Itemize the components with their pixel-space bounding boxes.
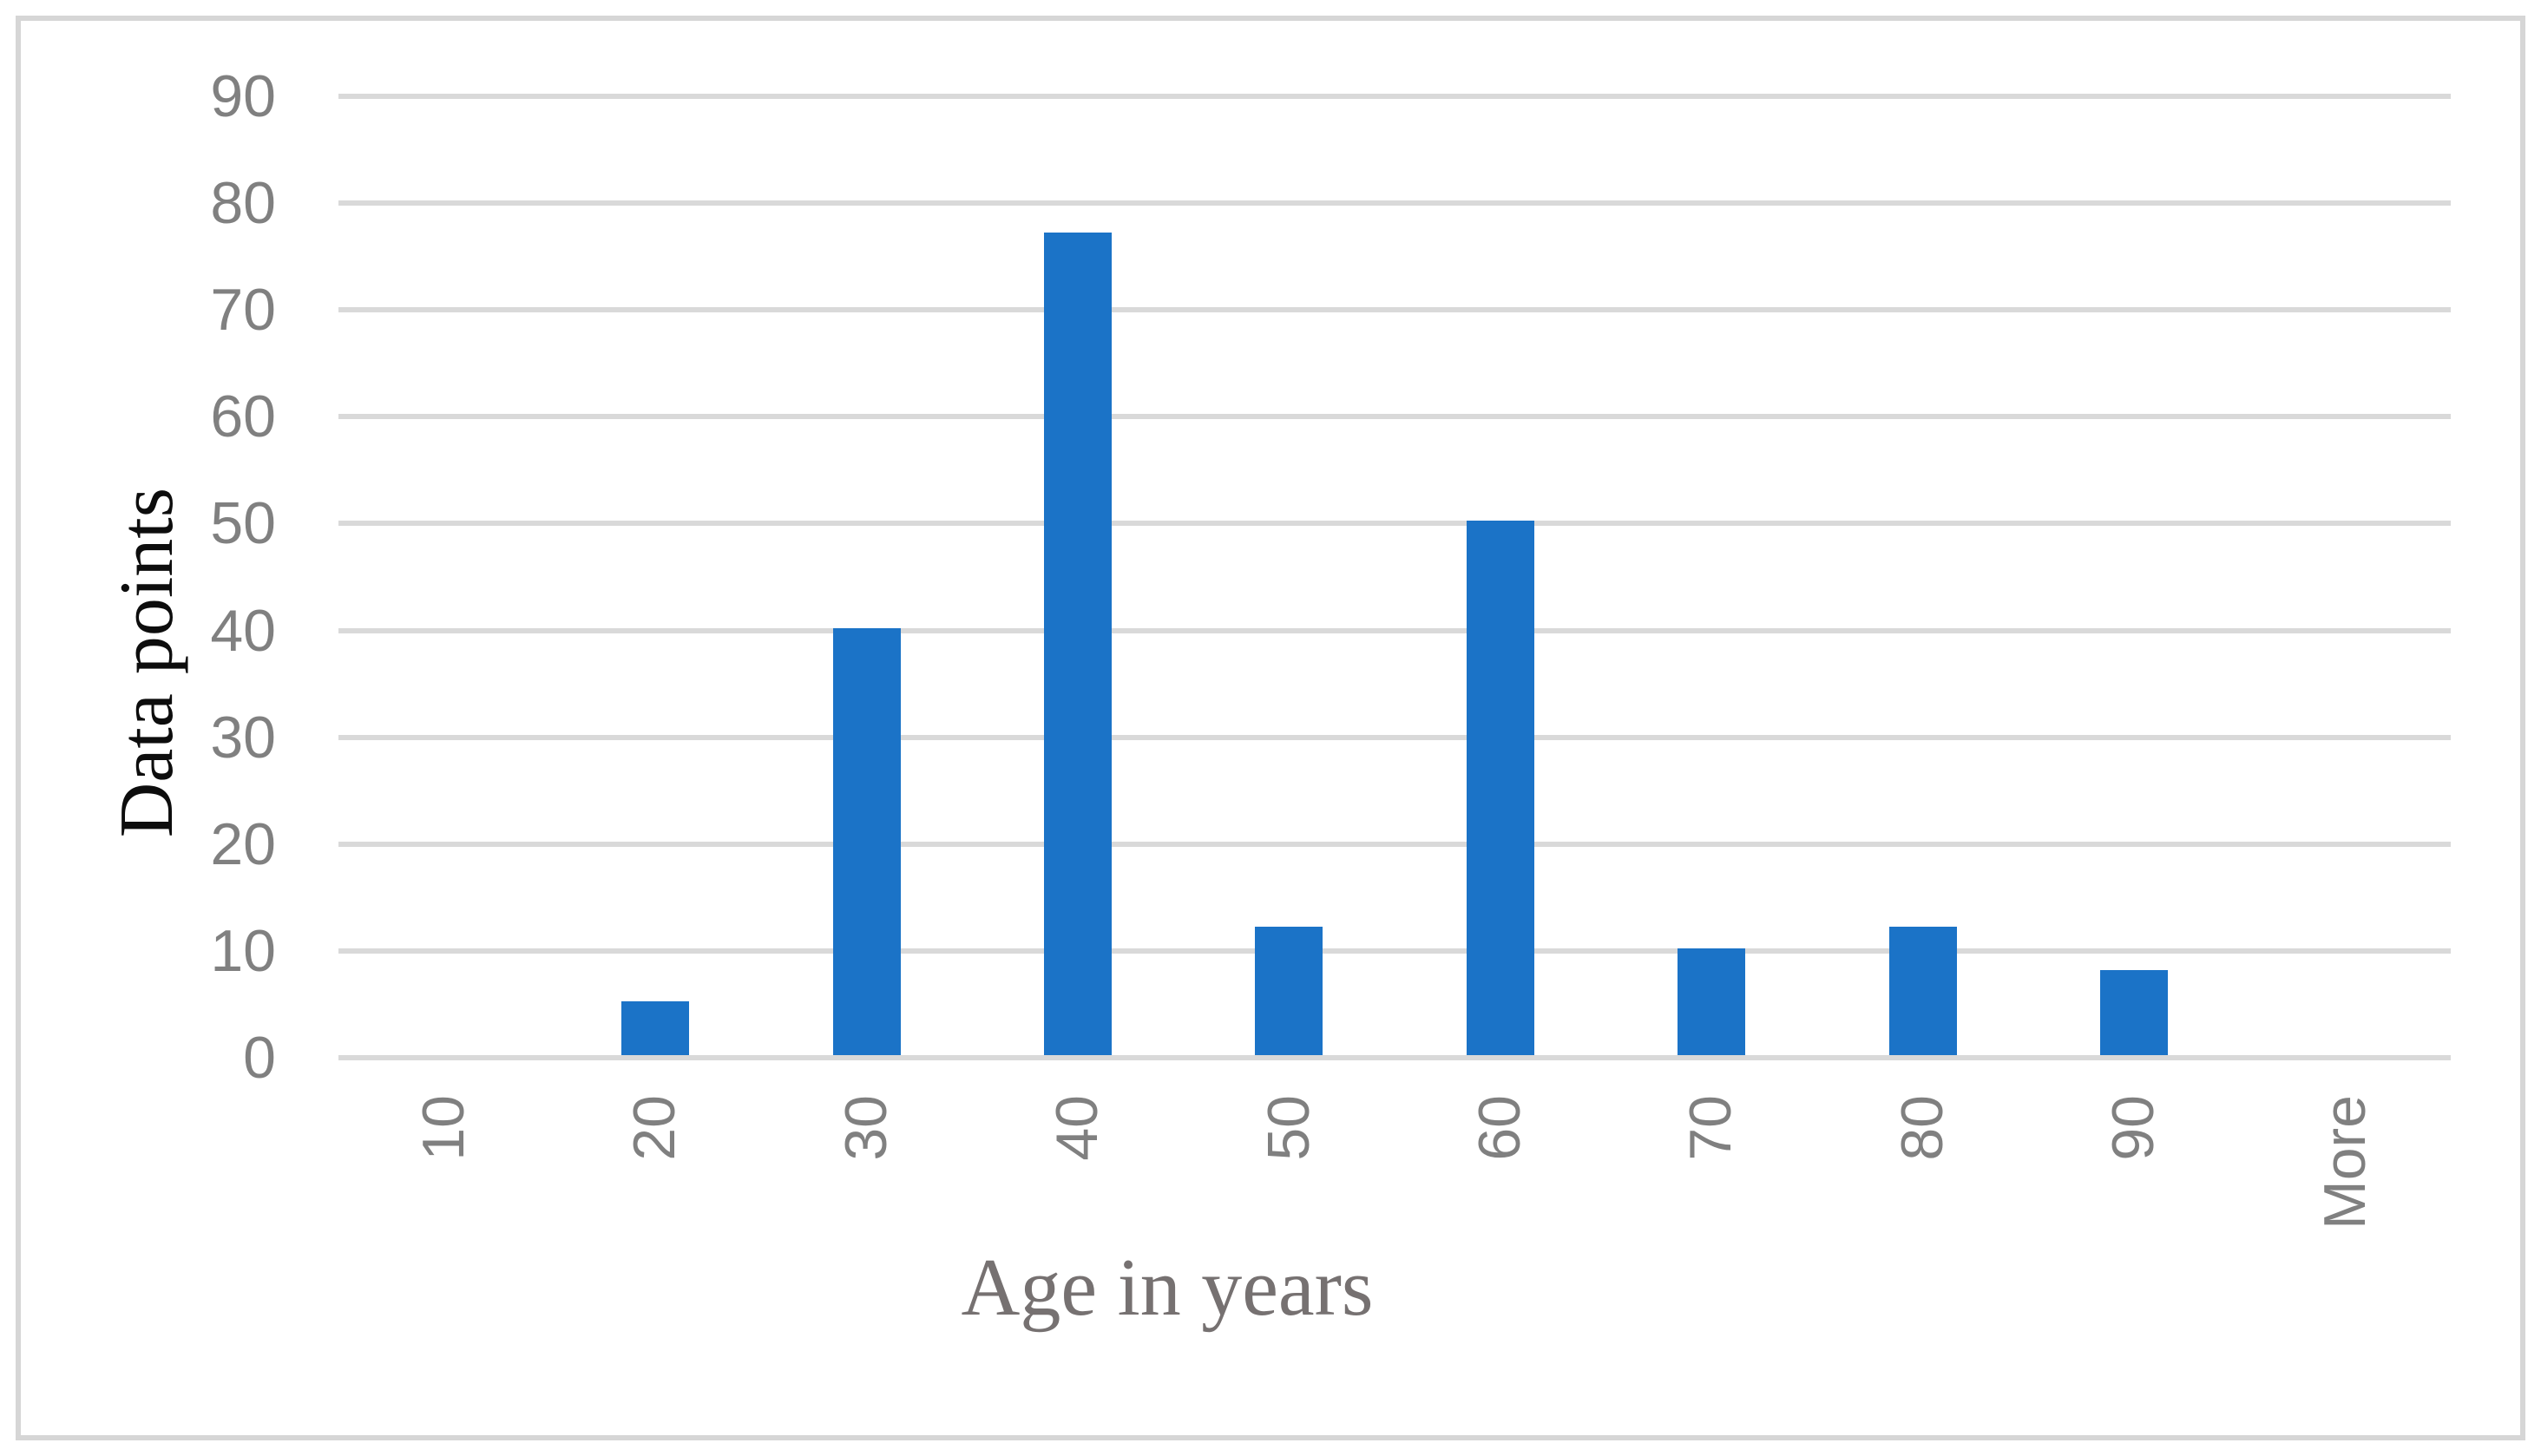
y-tick-label-90: 90 — [210, 63, 276, 129]
x-tick-label-40: 40 — [1044, 1095, 1111, 1161]
bar-50 — [1255, 927, 1323, 1055]
y-tick-label-40: 40 — [210, 597, 276, 664]
x-tick-wrap-More: More — [2258, 1095, 2432, 1230]
y-tick-label-70: 70 — [210, 277, 276, 344]
bar-60 — [1466, 521, 1534, 1055]
gridline-y-80 — [338, 200, 2451, 207]
x-tick-wrap-20: 20 — [568, 1095, 742, 1161]
gridline-y-50 — [338, 521, 2451, 527]
gridline-y-40 — [338, 627, 2451, 633]
y-tick-label-0: 0 — [243, 1025, 276, 1091]
x-tick-wrap-80: 80 — [1836, 1095, 2010, 1161]
x-axis-title: Age in years — [961, 1243, 1374, 1333]
x-tick-wrap-60: 60 — [1414, 1095, 1587, 1161]
y-tick-label-10: 10 — [210, 917, 276, 984]
y-tick-label-20: 20 — [210, 810, 276, 877]
bar-40 — [1043, 233, 1112, 1055]
x-tick-wrap-50: 50 — [1202, 1095, 1376, 1161]
x-tick-wrap-30: 30 — [780, 1095, 954, 1161]
x-tick-wrap-90: 90 — [2047, 1095, 2221, 1161]
x-tick-label-60: 60 — [1466, 1095, 1533, 1161]
x-tick-label-30: 30 — [832, 1095, 899, 1161]
bar-90 — [2099, 969, 2168, 1055]
x-tick-wrap-10: 10 — [358, 1095, 531, 1161]
y-tick-label-30: 30 — [210, 704, 276, 771]
gridline-y-20 — [338, 841, 2451, 847]
y-axis-title-wrap: Data points — [97, 488, 198, 837]
gridline-y-90 — [338, 94, 2451, 99]
x-tick-label-More: More — [2311, 1095, 2378, 1230]
x-tick-wrap-70: 70 — [1625, 1095, 1798, 1161]
y-tick-label-50: 50 — [210, 490, 276, 557]
x-tick-label-50: 50 — [1255, 1095, 1322, 1161]
bar-20 — [621, 1001, 690, 1055]
gridline-y-10 — [338, 948, 2451, 954]
y-axis-title: Data points — [105, 488, 190, 838]
gridline-y-0 — [338, 1055, 2451, 1060]
x-tick-label-70: 70 — [1678, 1095, 1744, 1161]
gridline-y-30 — [338, 734, 2451, 740]
bar-70 — [1678, 948, 1746, 1055]
x-tick-wrap-40: 40 — [991, 1095, 1165, 1161]
x-tick-label-20: 20 — [621, 1095, 688, 1161]
x-tick-label-80: 80 — [1888, 1095, 1955, 1161]
bar-80 — [1888, 927, 1957, 1055]
figure-border — [16, 16, 2525, 1440]
y-tick-label-60: 60 — [210, 384, 276, 450]
y-tick-label-80: 80 — [210, 170, 276, 237]
x-tick-label-10: 10 — [410, 1095, 476, 1161]
bar-30 — [832, 627, 901, 1055]
gridline-y-70 — [338, 307, 2451, 313]
x-tick-label-90: 90 — [2100, 1095, 2167, 1161]
gridline-y-60 — [338, 414, 2451, 420]
